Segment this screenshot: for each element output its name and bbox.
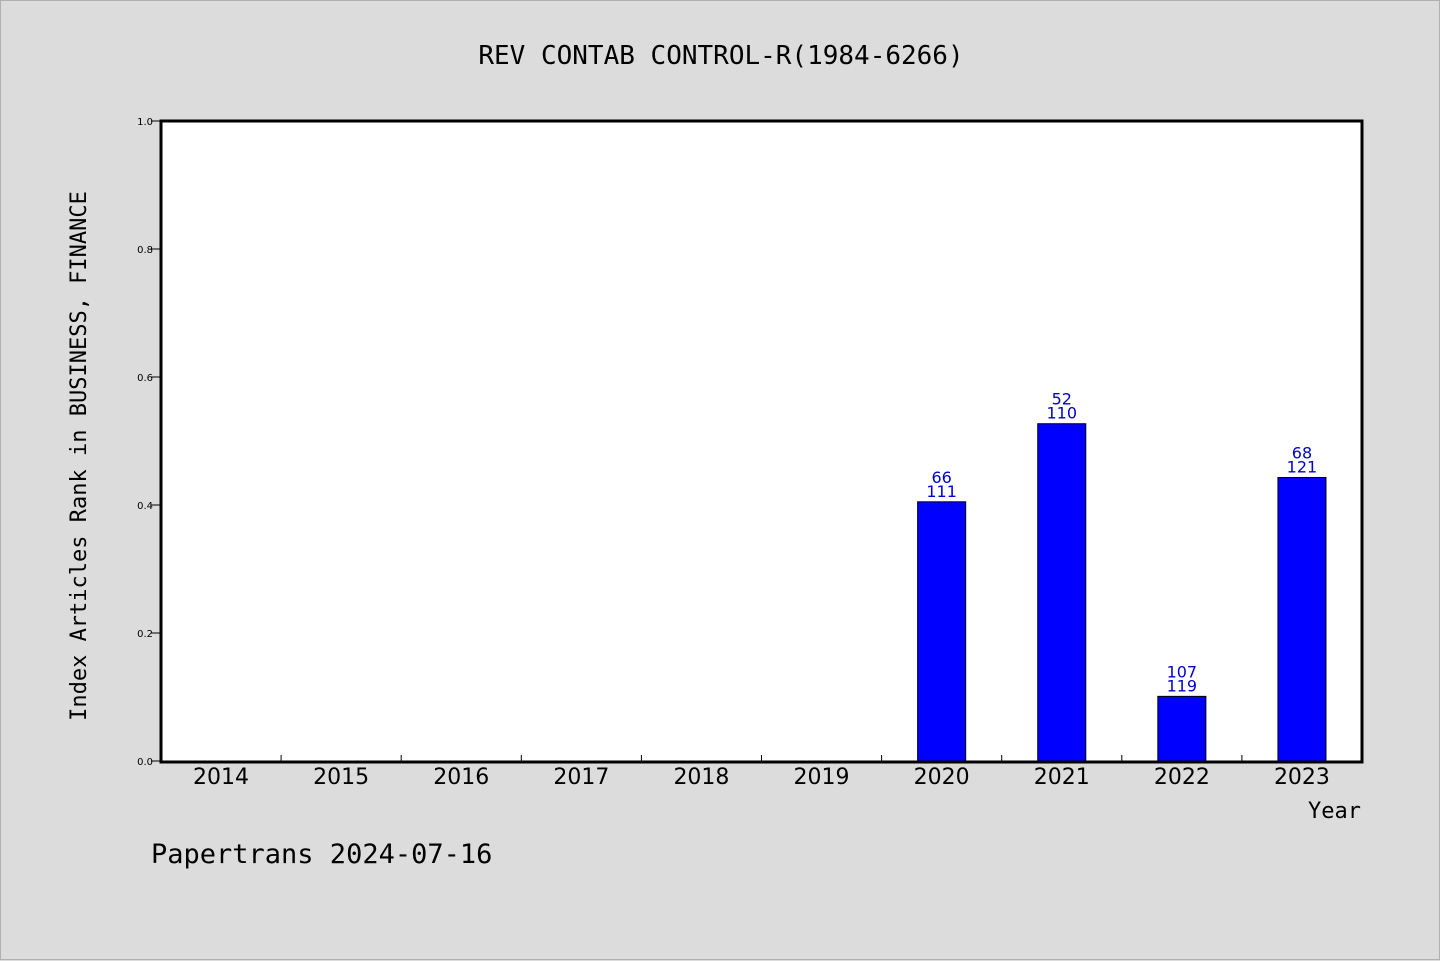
bar-label-top-2021: 52 <box>1052 390 1072 409</box>
y-tick-label: 0.8 <box>137 245 153 256</box>
bar-2022 <box>1157 695 1207 762</box>
bar-label-bottom-2022: 119 <box>1167 676 1198 695</box>
y-tick-label: 0.2 <box>137 629 153 640</box>
x-axis-label: Year <box>1308 799 1361 824</box>
x-tick-label: 2017 <box>553 765 609 790</box>
bar-label-bottom-2020: 111 <box>926 482 957 501</box>
x-tick-label: 2021 <box>1034 765 1090 790</box>
x-tick-label: 2023 <box>1274 765 1330 790</box>
x-ticks-layer: 2014 2015 2016 2017 2018 2019 2020 2021 2022 2023 <box>193 755 1330 790</box>
y-axis-label: Index Articles Rank in BUSINESS, FINANCE <box>67 191 92 721</box>
bar-2021 <box>1037 423 1087 762</box>
plot-area <box>161 121 1362 762</box>
bar-2023 <box>1277 476 1327 762</box>
x-tick-label: 2019 <box>794 765 850 790</box>
y-tick-label: 0.6 <box>137 373 153 384</box>
bar-label-top-2020: 66 <box>931 468 951 487</box>
y-ticks-layer: 0.0 0.2 0.4 0.6 0.8 1.0 <box>137 117 161 768</box>
plot-border <box>159 119 1364 764</box>
bars-layer <box>917 423 1327 762</box>
bar-label-bottom-2021: 110 <box>1046 404 1077 423</box>
bar-2020 <box>917 501 967 762</box>
x-tick-label: 2016 <box>433 765 489 790</box>
y-tick-label: 1.0 <box>137 117 153 128</box>
x-tick-label: 2018 <box>673 765 729 790</box>
y-tick-label: 0.4 <box>137 501 153 512</box>
y-tick-label: 0.0 <box>137 757 153 768</box>
chart-title: REV CONTAB CONTROL-R(1984-6266) <box>478 41 963 71</box>
bar-label-top-2023: 68 <box>1292 443 1312 462</box>
footer-credit: Papertrans 2024-07-16 <box>151 839 492 870</box>
bar-label-top-2022: 107 <box>1167 662 1198 681</box>
x-tick-label: 2014 <box>193 765 249 790</box>
x-tick-label: 2020 <box>914 765 970 790</box>
bar-label-bottom-2023: 121 <box>1287 457 1318 476</box>
x-tick-label: 2015 <box>313 765 369 790</box>
x-tick-label: 2022 <box>1154 765 1210 790</box>
